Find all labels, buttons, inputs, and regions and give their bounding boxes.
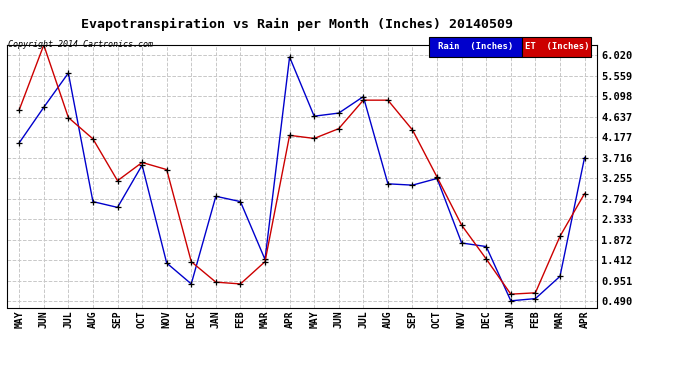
Text: Copyright 2014 Cartronics.com: Copyright 2014 Cartronics.com: [8, 40, 153, 49]
Text: Evapotranspiration vs Rain per Month (Inches) 20140509: Evapotranspiration vs Rain per Month (In…: [81, 18, 513, 31]
Text: Rain  (Inches): Rain (Inches): [438, 42, 513, 51]
Text: ET  (Inches): ET (Inches): [524, 42, 589, 51]
